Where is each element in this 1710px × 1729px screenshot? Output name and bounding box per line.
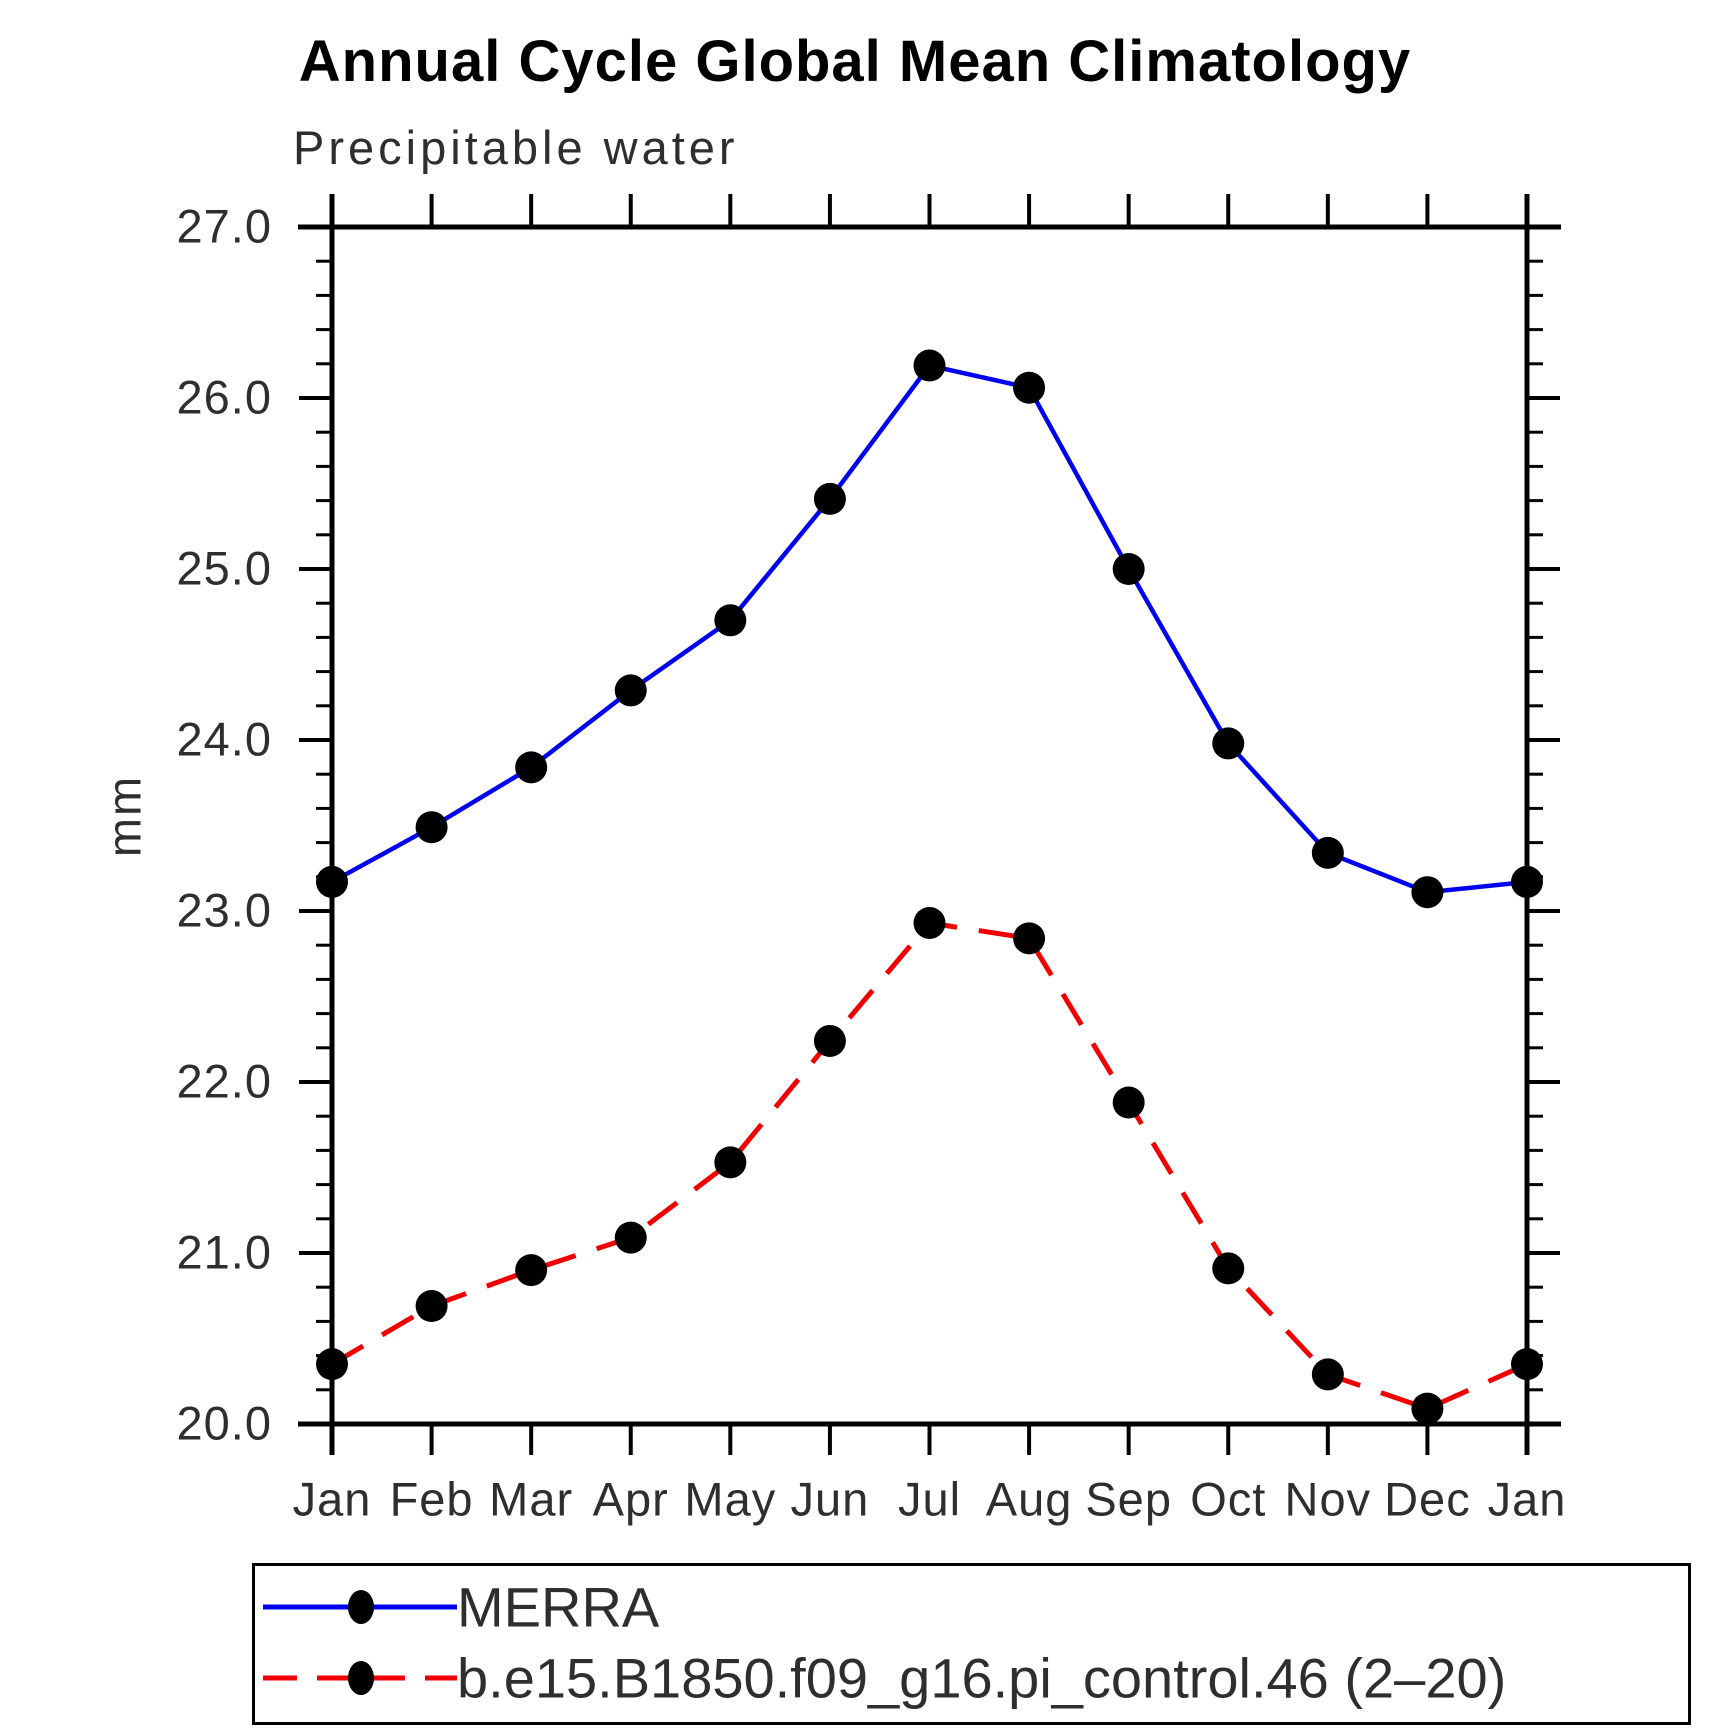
series-line-0 <box>330 362 1528 895</box>
x-tick-label: Feb <box>389 1472 474 1526</box>
x-tick-label: Jan <box>1487 1472 1567 1526</box>
y-tick-label: 21.0 <box>176 1225 272 1279</box>
data-point-series-1 <box>1411 1392 1444 1425</box>
data-point-series-0 <box>913 349 946 382</box>
legend-box: MERRA b.e15.B1850.f09_g16.pi_control.46 … <box>252 1563 1691 1725</box>
x-tick-label: Aug <box>985 1472 1073 1526</box>
data-point-series-1 <box>614 1221 647 1254</box>
data-point-series-1 <box>316 1348 348 1381</box>
x-tick-label: Jul <box>897 1472 962 1526</box>
legend-marker-0 <box>348 1590 374 1624</box>
chart-subtitle: Precipitable water <box>293 121 739 174</box>
y-tick-label: 22.0 <box>176 1054 272 1108</box>
data-point-series-1 <box>1013 922 1046 955</box>
data-point-series-0 <box>1511 865 1543 898</box>
x-tick-label: Jun <box>790 1472 870 1526</box>
y-tick-label: 24.0 <box>176 712 272 766</box>
data-point-series-0 <box>1311 836 1344 869</box>
data-point-series-1 <box>714 1146 747 1179</box>
legend-label-merra: MERRA <box>457 1575 660 1639</box>
data-point-series-1 <box>415 1290 448 1323</box>
data-point-series-1 <box>1212 1252 1245 1285</box>
data-point-series-0 <box>1212 727 1245 760</box>
data-point-series-0 <box>316 865 348 898</box>
x-tick-label: May <box>684 1472 777 1526</box>
data-point-series-0 <box>1013 371 1046 404</box>
data-point-series-0 <box>813 482 846 515</box>
chart-title: Annual Cycle Global Mean Climatology <box>298 29 1412 94</box>
y-tick-label: 20.0 <box>176 1396 272 1450</box>
data-point-series-0 <box>1411 876 1444 909</box>
data-point-series-1 <box>1311 1358 1344 1391</box>
data-point-series-0 <box>515 751 548 784</box>
data-point-series-1 <box>813 1024 846 1057</box>
y-tick-label: 27.0 <box>176 199 272 253</box>
x-tick-label: Sep <box>1085 1472 1172 1526</box>
x-tick-label: Nov <box>1284 1472 1372 1526</box>
x-tick-label: Jan <box>292 1472 372 1526</box>
x-tick-label: Dec <box>1384 1472 1471 1526</box>
data-point-series-1 <box>913 906 946 939</box>
data-point-series-1 <box>515 1254 548 1287</box>
data-point-series-0 <box>714 604 747 637</box>
data-point-series-1 <box>1112 1086 1145 1119</box>
y-tick-label: 23.0 <box>176 883 272 937</box>
legend-label-model: b.e15.B1850.f09_g16.pi_control.46 (2–20) <box>457 1646 1507 1710</box>
legend-sample-model <box>263 1661 457 1695</box>
legend-sample-merra <box>263 1590 457 1624</box>
y-tick-label: 25.0 <box>176 541 272 595</box>
x-tick-label: Oct <box>1190 1472 1267 1526</box>
x-tick-label: Mar <box>489 1472 574 1526</box>
data-point-series-0 <box>1112 553 1145 585</box>
data-point-series-0 <box>415 811 448 844</box>
series-line-1 <box>330 920 1529 1412</box>
legend-marker-1 <box>348 1661 374 1695</box>
data-point-series-0 <box>614 674 647 707</box>
x-tick-label: Apr <box>592 1472 669 1526</box>
y-tick-label: 26.0 <box>176 370 272 424</box>
data-point-series-1 <box>1511 1348 1543 1381</box>
